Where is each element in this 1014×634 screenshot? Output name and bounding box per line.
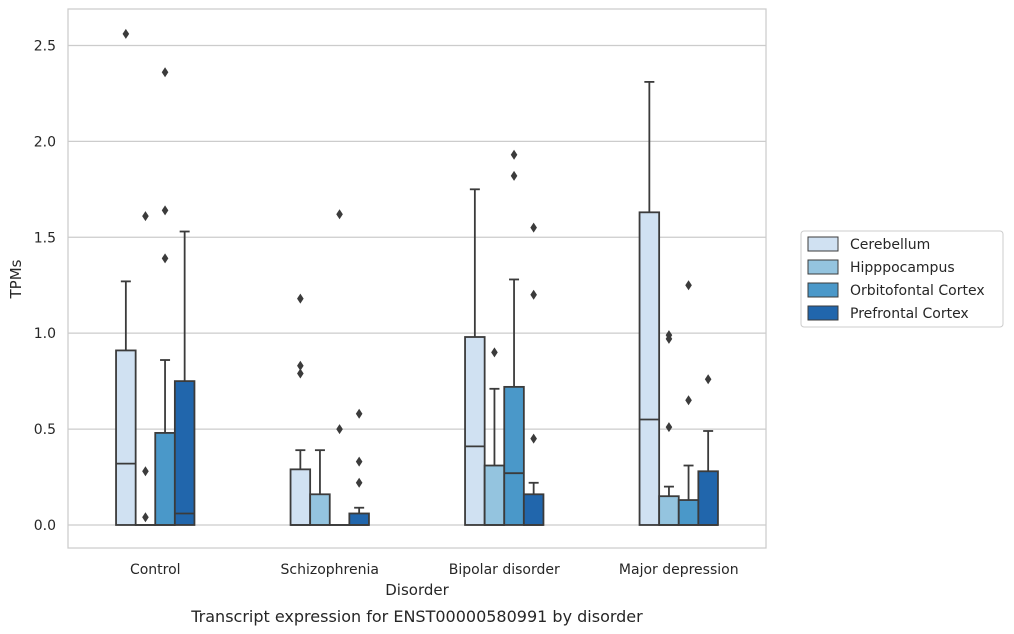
box-rect — [522, 493, 545, 526]
box-orbitofontal-cortex — [677, 280, 700, 526]
box-rect — [464, 336, 486, 526]
y-tick-labels: 0.0 0.5 1.0 1.5 2.0 2.5 — [34, 38, 56, 534]
outlier-point — [161, 253, 169, 264]
x-tick-label: Major depression — [619, 562, 739, 578]
y-tick-label: 1.5 — [34, 230, 56, 246]
box-cerebellum — [464, 188, 486, 526]
legend-swatch — [807, 236, 839, 252]
outlier-point — [491, 347, 498, 358]
box-rect — [348, 512, 370, 526]
figure-caption: Transcript expression for ENST0000058099… — [190, 607, 643, 626]
box-cerebellum — [115, 28, 137, 526]
box-hipppocampus — [134, 211, 157, 526]
legend-swatch — [807, 305, 839, 321]
outlier-point — [530, 222, 537, 233]
outlier-point — [297, 360, 304, 371]
x-tick-label: Control — [130, 562, 181, 578]
outlier-point — [142, 512, 149, 523]
outlier-point — [530, 433, 537, 444]
y-axis-label: TPMs — [7, 259, 25, 299]
legend-label: Orbitofontal Cortex — [850, 283, 985, 299]
outlier-point — [161, 205, 169, 216]
box-rect — [289, 468, 312, 526]
x-tick-label: Bipolar disorder — [449, 562, 560, 578]
box-hipppocampus — [658, 330, 680, 526]
outlier-point — [530, 289, 537, 300]
legend: Cerebellum Hipppocampus Orbitofontal Corte… — [800, 230, 1004, 328]
outlier-point — [665, 330, 673, 341]
box-rect — [677, 499, 700, 526]
legend-swatch — [807, 282, 839, 298]
outlier-point — [297, 293, 304, 304]
box-hipppocampus — [483, 347, 506, 526]
x-axis-label: Disorder — [385, 581, 449, 599]
y-tick-label: 0.5 — [34, 422, 56, 438]
outlier-point — [704, 374, 712, 385]
box-orbitofontal-cortex — [328, 209, 351, 526]
x-tick-label: Schizophrenia — [281, 562, 379, 578]
box-hipppocampus — [309, 449, 331, 526]
outlier-point — [142, 211, 149, 222]
legend-swatch — [807, 259, 839, 275]
box-cerebellum — [638, 80, 661, 526]
box-prefrontal-cortex — [173, 230, 196, 526]
box-prefrontal-cortex — [348, 408, 370, 526]
outlier-point — [122, 28, 130, 39]
box-rect — [173, 380, 196, 526]
outlier-point — [336, 424, 343, 435]
outlier-point — [142, 466, 149, 477]
x-tick-labels: Control Schizophrenia Bipolar disorder Majo… — [130, 562, 739, 578]
outlier-point — [685, 280, 692, 291]
outlier-point — [685, 395, 692, 406]
y-tick-label: 2.0 — [34, 134, 56, 150]
outlier-point — [355, 477, 363, 488]
box-rect — [503, 385, 525, 526]
outlier-point — [355, 408, 363, 419]
box-orbitofontal-cortex — [503, 149, 525, 526]
box-rect — [697, 470, 719, 526]
box-prefrontal-cortex — [697, 374, 719, 526]
legend-label: Hipppocampus — [850, 260, 955, 276]
legend-label: Cerebellum — [850, 237, 930, 253]
y-tick-label: 0.0 — [34, 518, 56, 534]
box-rect — [309, 493, 331, 526]
outlier-point — [297, 368, 304, 379]
box-prefrontal-cortex — [522, 222, 545, 526]
outlier-point — [510, 149, 518, 160]
legend-frame — [800, 230, 1004, 328]
y-tick-label: 1.0 — [34, 326, 56, 342]
box-rect — [638, 211, 661, 526]
box-layer — [115, 28, 719, 526]
outlier-point — [336, 209, 343, 220]
box-rect — [658, 495, 680, 526]
box-rect — [154, 432, 176, 526]
outlier-point — [510, 170, 518, 181]
outlier-point — [665, 422, 673, 433]
box-orbitofontal-cortex — [154, 67, 176, 526]
box-rect — [115, 349, 137, 526]
legend-label: Prefrontal Cortex — [850, 306, 969, 322]
y-tick-label: 2.5 — [34, 38, 56, 54]
plot-frame — [67, 8, 767, 549]
outlier-point — [355, 456, 363, 467]
box-rect — [483, 464, 506, 526]
box-cerebellum — [289, 293, 312, 526]
outlier-point — [161, 67, 169, 78]
